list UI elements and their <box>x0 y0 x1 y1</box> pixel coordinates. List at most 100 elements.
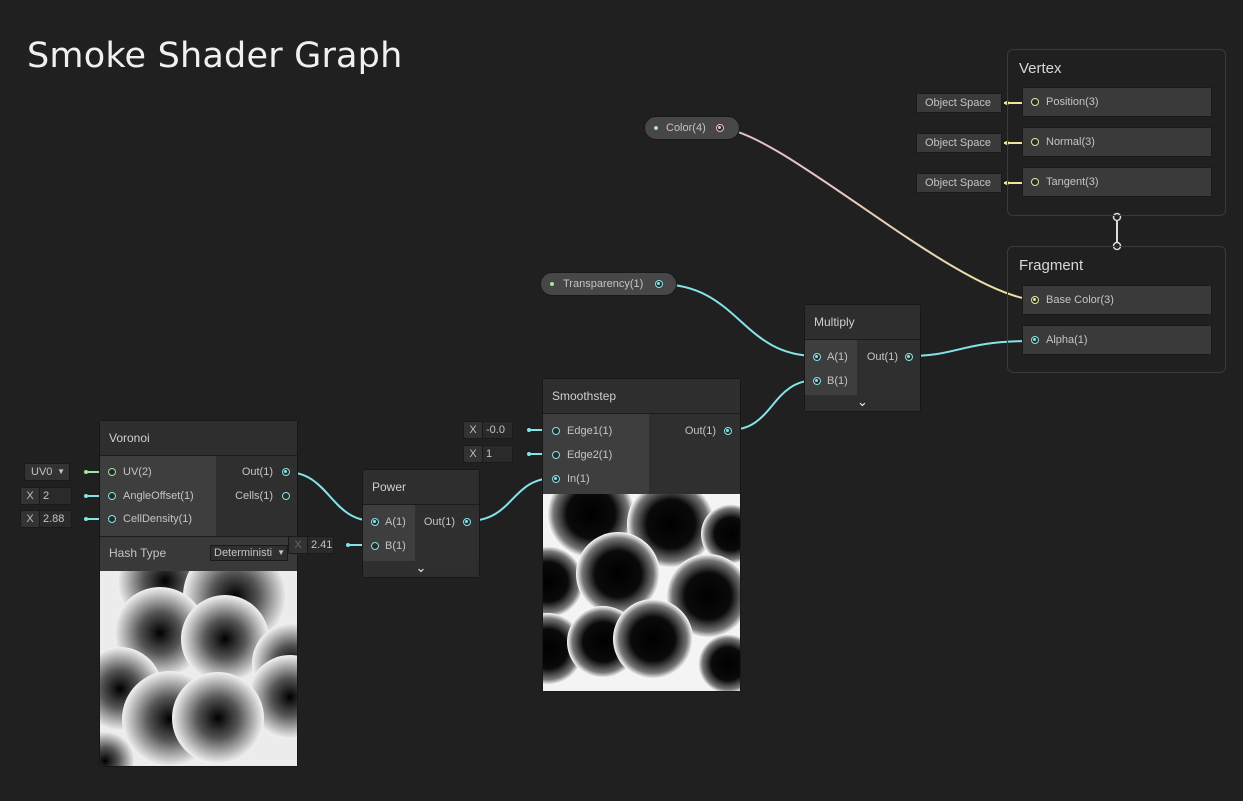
port-label: A(1) <box>385 516 406 528</box>
power-node[interactable]: Power A(1) B(1) Out(1) ⌄ <box>362 469 480 578</box>
hash-type-dropdown[interactable]: Deterministi ▼ <box>210 545 288 561</box>
port-icon[interactable] <box>1031 98 1039 106</box>
smoothstep-output-out[interactable]: Out(1) <box>649 421 740 441</box>
block-label: Position(3) <box>1046 96 1099 108</box>
fragment-context[interactable]: Fragment Base Color(3) Alpha(1) <box>1007 246 1226 373</box>
port-label: Out(1) <box>866 351 898 363</box>
object-space-field[interactable]: Object Space <box>916 133 1002 153</box>
port-icon[interactable] <box>1031 178 1039 186</box>
voronoi-node[interactable]: Voronoi UV(2) AngleOffset(1) CellDensity… <box>99 420 298 767</box>
power-b-field[interactable]: X 2.41 <box>288 536 334 554</box>
chevron-down-icon: ▼ <box>277 548 285 557</box>
object-space-field[interactable]: Object Space <box>916 93 1002 113</box>
wire-voronoi-power <box>285 471 375 522</box>
object-space-field[interactable]: Object Space <box>916 173 1002 193</box>
multiply-node[interactable]: Multiply A(1) B(1) Out(1) ⌄ <box>804 304 921 412</box>
cell-density-value[interactable]: 2.88 <box>39 511 71 527</box>
port-icon[interactable] <box>1031 296 1039 304</box>
port-icon[interactable] <box>463 518 471 526</box>
power-output-out[interactable]: Out(1) <box>415 512 479 532</box>
port-icon[interactable] <box>108 492 116 500</box>
block-label: Base Color(3) <box>1046 294 1114 306</box>
port-label: Out(1) <box>684 425 716 437</box>
port-label: CellDensity(1) <box>123 513 193 525</box>
block-label: Alpha(1) <box>1046 334 1088 346</box>
vertex-block-tangent[interactable]: Tangent(3) <box>1022 167 1212 197</box>
port-icon[interactable] <box>813 377 821 385</box>
edge2-axis: X <box>469 448 477 460</box>
port-icon[interactable] <box>655 280 663 288</box>
smoothstep-node[interactable]: Smoothstep Edge1(1) Edge2(1) In(1) Out(1… <box>542 378 741 692</box>
port-icon[interactable] <box>813 353 821 361</box>
angle-offset-field[interactable]: X 2 <box>20 487 72 505</box>
wire-transparency-multiply <box>657 283 818 357</box>
port-icon[interactable] <box>552 427 560 435</box>
graph-title: Smoke Shader Graph <box>27 36 403 76</box>
transparency-property-node[interactable]: Transparency(1) <box>540 272 677 296</box>
port-label: Cells(1) <box>235 490 273 502</box>
port-label: Edge2(1) <box>567 449 613 461</box>
edge2-value[interactable]: 1 <box>482 446 512 462</box>
uv-dropdown[interactable]: UV0 ▼ <box>24 463 70 481</box>
color-property-node[interactable]: Color(4) <box>644 116 740 140</box>
port-icon[interactable] <box>371 518 379 526</box>
fragment-title: Fragment <box>1019 257 1084 274</box>
chevron-down-icon: ▼ <box>57 467 65 476</box>
wire-color-basecolor <box>719 127 1034 301</box>
vertex-block-normal[interactable]: Normal(3) <box>1022 127 1212 157</box>
block-label: Normal(3) <box>1046 136 1095 148</box>
port-label: AngleOffset(1) <box>123 490 194 502</box>
multiply-output-out[interactable]: Out(1) <box>857 347 920 367</box>
port-icon[interactable] <box>552 451 560 459</box>
fragment-block-basecolor[interactable]: Base Color(3) <box>1022 285 1212 315</box>
edge1-axis: X <box>469 424 477 436</box>
smoothstep-title[interactable]: Smoothstep <box>543 379 740 414</box>
expand-chevron-icon[interactable]: ⌄ <box>805 395 920 411</box>
cell-density-axis: X <box>26 513 34 525</box>
edge2-field[interactable]: X 1 <box>463 445 513 463</box>
port-icon[interactable] <box>905 353 913 361</box>
angle-offset-value[interactable]: 2 <box>39 488 71 504</box>
port-icon[interactable] <box>108 468 116 476</box>
hash-type-label: Hash Type <box>109 546 167 560</box>
port-icon[interactable] <box>108 515 116 523</box>
port-label: B(1) <box>827 375 848 387</box>
port-icon[interactable] <box>716 124 724 132</box>
transparency-property-label: Transparency(1) <box>563 278 644 290</box>
vertex-context[interactable]: Vertex Position(3) Normal(3) Tangent(3) <box>1007 49 1226 216</box>
voronoi-preview <box>100 571 297 766</box>
voronoi-output-out[interactable]: Out(1) <box>216 462 297 482</box>
port-label: A(1) <box>827 351 848 363</box>
voronoi-title[interactable]: Voronoi <box>100 421 297 456</box>
port-icon[interactable] <box>282 492 290 500</box>
power-b-value[interactable]: 2.41 <box>307 537 333 553</box>
power-b-axis: X <box>294 539 302 551</box>
port-label: Out(1) <box>423 516 455 528</box>
uv-dropdown-value: UV0 <box>31 466 53 478</box>
port-label: B(1) <box>385 540 406 552</box>
edge1-value[interactable]: -0.0 <box>482 422 512 438</box>
port-icon[interactable] <box>724 427 732 435</box>
block-label: Tangent(3) <box>1046 176 1099 188</box>
port-icon[interactable] <box>1031 138 1039 146</box>
port-label: Out(1) <box>241 466 273 478</box>
cell-density-field[interactable]: X 2.88 <box>20 510 72 528</box>
edge1-field[interactable]: X -0.0 <box>463 421 513 439</box>
angle-offset-axis: X <box>26 490 34 502</box>
fragment-block-alpha[interactable]: Alpha(1) <box>1022 325 1212 355</box>
multiply-title[interactable]: Multiply <box>805 305 920 340</box>
voronoi-output-cells[interactable]: Cells(1) <box>216 486 297 506</box>
color-property-label: Color(4) <box>666 122 706 134</box>
port-icon[interactable] <box>282 468 290 476</box>
vertex-block-position[interactable]: Position(3) <box>1022 87 1212 117</box>
expand-chevron-icon[interactable]: ⌄ <box>363 561 479 577</box>
vertex-title: Vertex <box>1019 60 1062 77</box>
port-label: Edge1(1) <box>567 425 613 437</box>
port-label: UV(2) <box>123 466 152 478</box>
port-icon[interactable] <box>552 475 560 483</box>
hash-type-value: Deterministi <box>214 547 273 559</box>
port-icon[interactable] <box>1031 336 1039 344</box>
port-label: In(1) <box>567 473 590 485</box>
port-icon[interactable] <box>371 542 379 550</box>
power-title[interactable]: Power <box>363 470 479 505</box>
